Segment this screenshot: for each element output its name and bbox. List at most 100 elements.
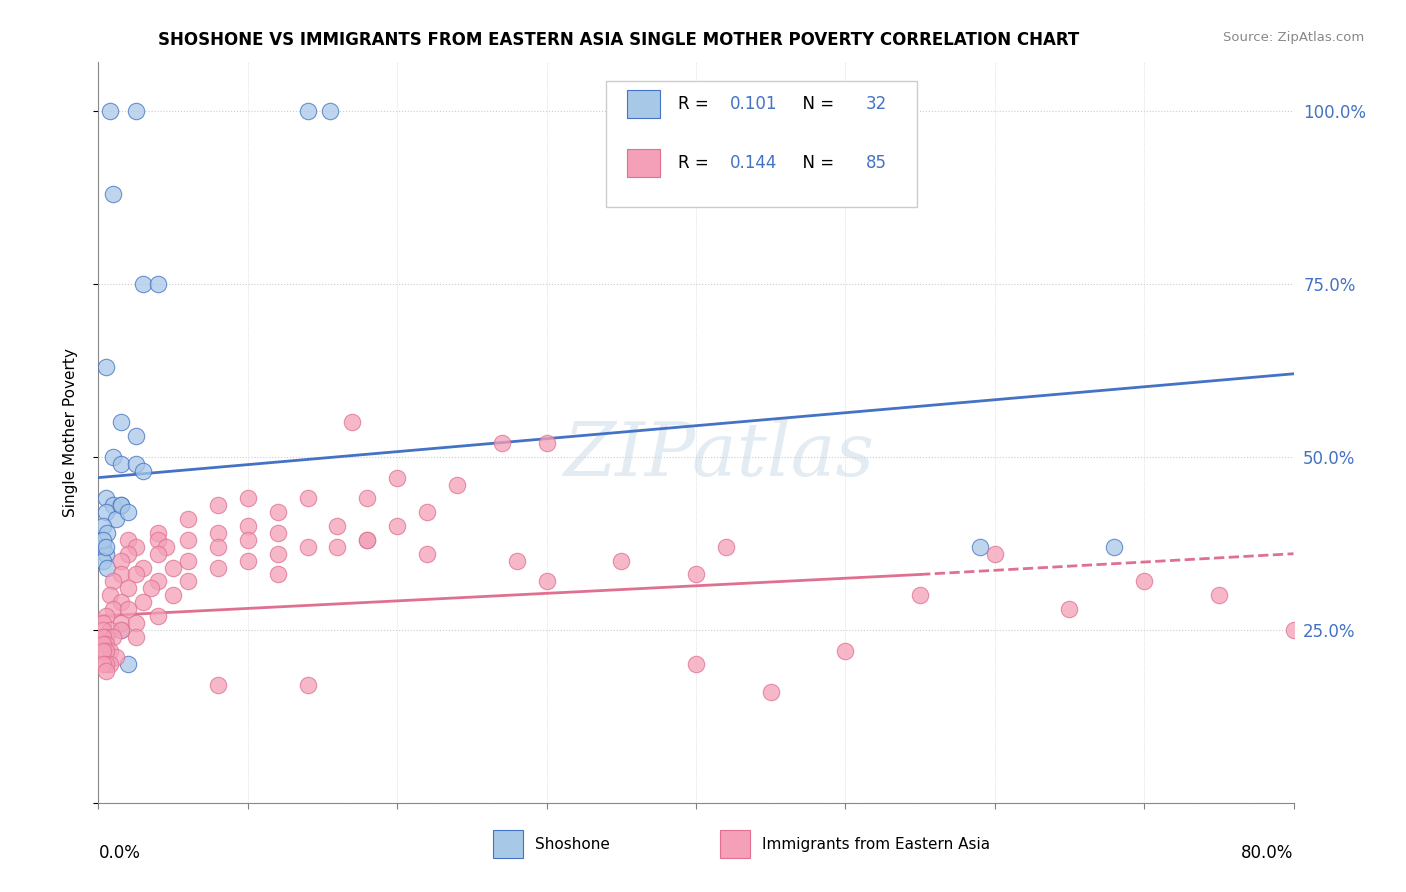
Point [91, 533, 114, 547]
Point [536, 436, 558, 450]
Point [91, 519, 114, 533]
Point [125, 567, 148, 582]
Point [356, 533, 378, 547]
Text: ZIPatlas: ZIPatlas [564, 418, 876, 491]
Point [94, 643, 117, 657]
Point [98, 588, 122, 602]
Point [326, 540, 349, 554]
Point [110, 623, 132, 637]
Point [91, 540, 114, 554]
Point [385, 519, 409, 533]
Point [207, 560, 229, 574]
Point [105, 512, 128, 526]
Point [91, 554, 114, 568]
Point [162, 560, 184, 574]
Point [110, 498, 132, 512]
Point [132, 560, 155, 574]
Point [1104, 540, 1126, 554]
Point [94, 547, 117, 561]
Point [117, 505, 139, 519]
Point [297, 540, 319, 554]
Point [207, 540, 229, 554]
Text: Shoshone: Shoshone [534, 837, 610, 852]
Point [91, 623, 114, 637]
Point [98, 643, 122, 657]
Point [326, 519, 349, 533]
Point [94, 505, 117, 519]
Point [94, 540, 117, 554]
Point [1208, 588, 1230, 602]
Point [91, 643, 114, 657]
Point [297, 678, 319, 692]
Point [117, 602, 139, 616]
Point [207, 678, 229, 692]
Point [110, 623, 132, 637]
Point [356, 491, 378, 506]
Point [536, 574, 558, 589]
Point [110, 567, 132, 582]
Point [148, 574, 170, 589]
Text: 80.0%: 80.0% [1241, 844, 1294, 862]
Point [1059, 602, 1081, 616]
Point [177, 512, 200, 526]
Text: 32: 32 [866, 95, 887, 113]
Text: N =: N = [792, 95, 839, 113]
Text: 85: 85 [866, 154, 887, 172]
Point [969, 540, 991, 554]
Point [132, 277, 155, 291]
Point [117, 547, 139, 561]
Point [714, 540, 737, 554]
Point [94, 657, 117, 672]
Point [110, 498, 132, 512]
Point [98, 103, 122, 118]
Point [132, 464, 155, 478]
Point [91, 615, 114, 630]
Point [110, 457, 132, 471]
Text: N =: N = [792, 154, 839, 172]
Bar [720, 830, 749, 858]
Point [267, 525, 290, 540]
Point [162, 588, 184, 602]
Point [103, 574, 125, 589]
FancyBboxPatch shape [606, 81, 917, 207]
Point [1282, 623, 1305, 637]
Point [94, 491, 117, 506]
Point [385, 470, 409, 484]
Point [117, 657, 139, 672]
Text: 0.144: 0.144 [730, 154, 776, 172]
Point [117, 533, 139, 547]
Point [416, 505, 439, 519]
Point [148, 547, 170, 561]
Point [125, 429, 148, 443]
Point [94, 630, 117, 644]
Point [236, 533, 259, 547]
Text: 0.0%: 0.0% [98, 844, 141, 862]
Point [148, 533, 170, 547]
Point [342, 415, 364, 429]
Point [908, 588, 931, 602]
Point [267, 505, 290, 519]
Point [103, 630, 125, 644]
Point [148, 525, 170, 540]
Point [105, 650, 128, 665]
Point [96, 525, 118, 540]
Point [207, 525, 229, 540]
Point [610, 554, 633, 568]
Text: R =: R = [678, 154, 714, 172]
Point [110, 615, 132, 630]
Point [685, 567, 707, 582]
Point [356, 533, 378, 547]
Point [96, 560, 118, 574]
Point [446, 477, 468, 491]
Text: R =: R = [678, 95, 714, 113]
Point [148, 277, 170, 291]
Point [236, 554, 259, 568]
Point [207, 498, 229, 512]
Y-axis label: Single Mother Poverty: Single Mother Poverty [63, 348, 77, 517]
Point [416, 547, 439, 561]
Point [297, 103, 319, 118]
Point [139, 582, 162, 596]
Point [110, 415, 132, 429]
Point [110, 554, 132, 568]
Point [155, 540, 177, 554]
